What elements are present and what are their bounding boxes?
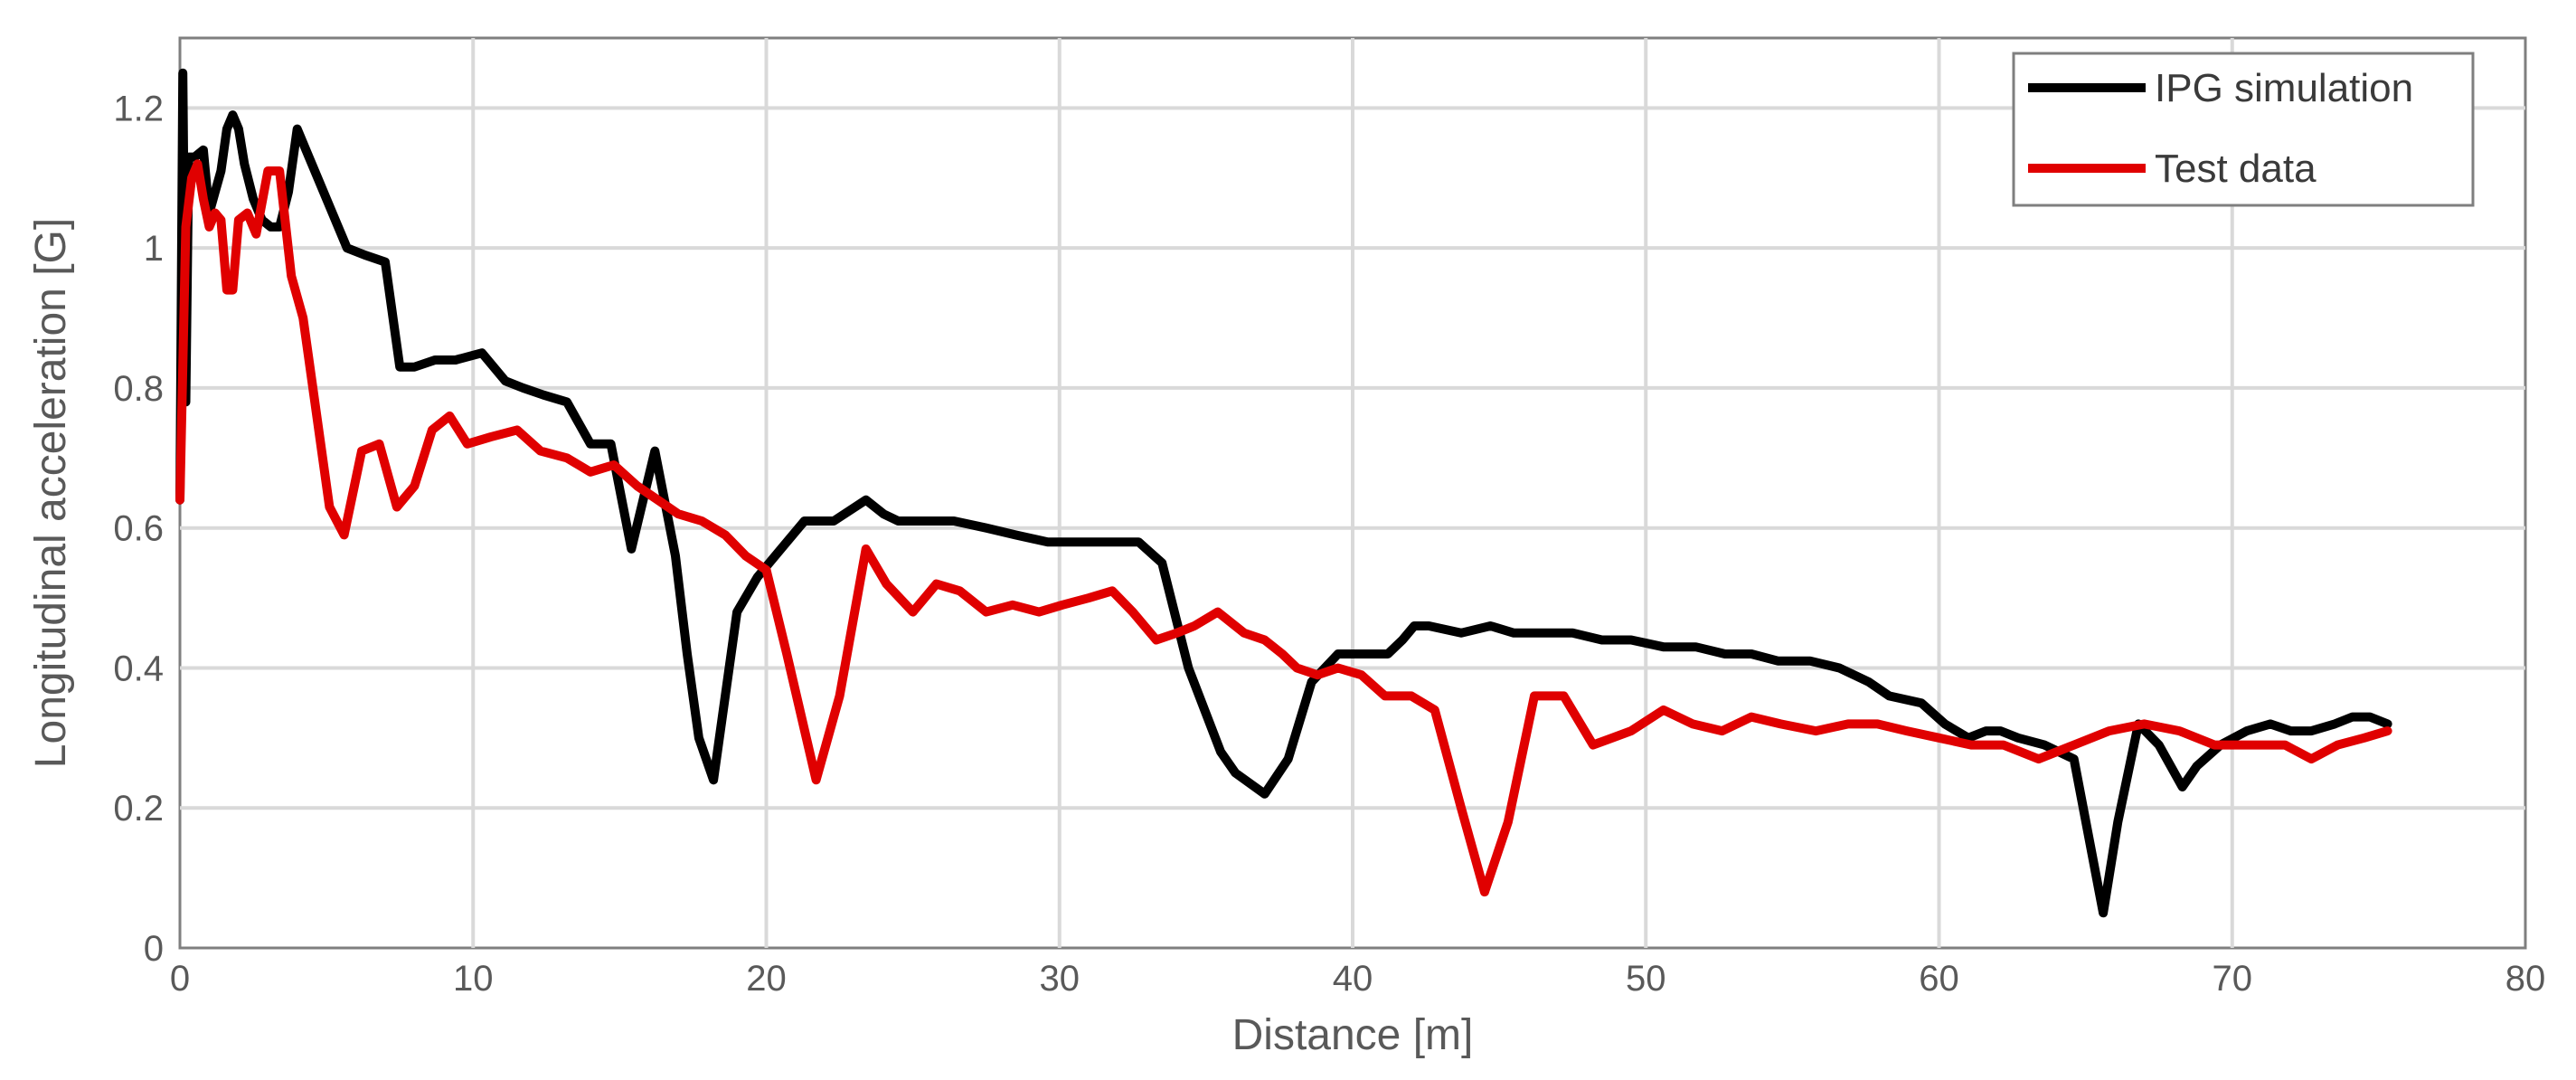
x-tick-label: 40 (1333, 959, 1373, 999)
x-axis-title: Distance [m] (1232, 1011, 1474, 1059)
y-tick-label: 0 (144, 929, 164, 969)
y-tick-label: 1.2 (113, 89, 164, 128)
legend-box (2012, 52, 2475, 207)
y-tick-label: 0.8 (113, 369, 164, 409)
x-tick-label: 70 (2213, 959, 2253, 999)
x-tick-label: 30 (1040, 959, 1080, 999)
x-tick-label: 0 (170, 959, 190, 999)
legend: IPG simulation Test data (2012, 52, 2475, 207)
x-tick-label: 50 (1626, 959, 1666, 999)
legend-label-test-data: Test data (2155, 147, 2317, 191)
y-axis-title: Longitudinal acceleration [G] (27, 218, 75, 768)
series-layer (175, 68, 2392, 918)
y-tick-label: 0.2 (113, 789, 164, 829)
x-tick-label: 20 (746, 959, 787, 999)
x-tick-label: 80 (2505, 959, 2546, 999)
legend-label-ipg-simulation: IPG simulation (2155, 66, 2413, 110)
x-tick-label: 60 (1919, 959, 1959, 999)
series-line-ipg-simulation (175, 68, 2392, 918)
y-tick-label: 1 (144, 229, 164, 269)
y-tick-label: 0.4 (113, 649, 164, 688)
tick-labels: 0 10 20 30 40 50 60 70 80 0 0.2 0.4 0.6 0.8 1 1.2 (113, 89, 2545, 999)
series-line-test-data (175, 159, 2392, 897)
y-tick-label: 0.6 (113, 509, 164, 549)
x-tick-label: 10 (453, 959, 494, 999)
